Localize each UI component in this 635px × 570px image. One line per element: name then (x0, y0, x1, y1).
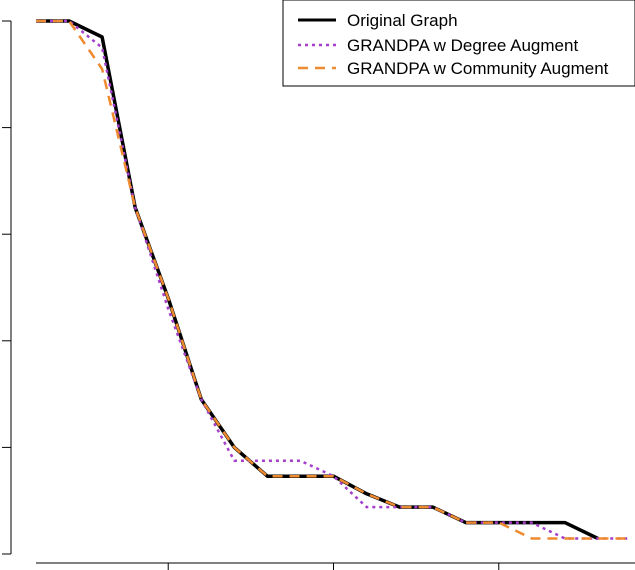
chart-axes (2, 20, 635, 570)
legend-label-original-graph: Original Graph (347, 11, 458, 30)
legend-label-community-augment: GRANDPA w Community Augment (347, 59, 609, 78)
chart-legend: Original Graph GRANDPA w Degree Augment … (282, 0, 635, 87)
legend-box (282, 0, 635, 87)
series-line-grandpa-w-community-augment (36, 19, 631, 540)
series-line-grandpa-w-degree-augment (36, 19, 631, 540)
series-line-original-graph (36, 19, 599, 541)
legend-label-degree-augment: GRANDPA w Degree Augment (347, 36, 578, 55)
chart-lines (36, 19, 631, 541)
